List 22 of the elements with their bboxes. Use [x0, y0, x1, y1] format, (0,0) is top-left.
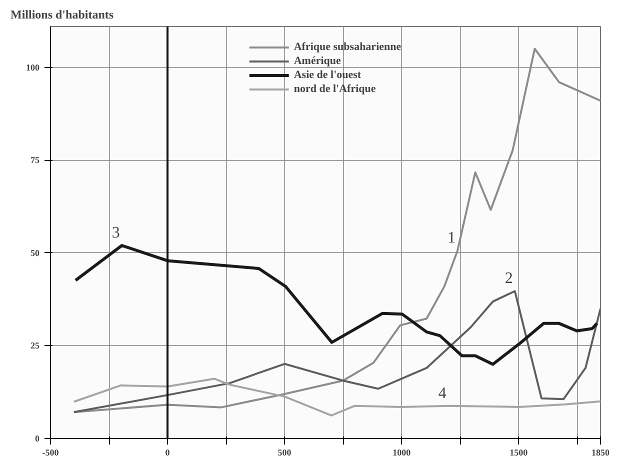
y-tick-label: 25	[30, 340, 40, 351]
x-tick-label: 1000	[392, 448, 412, 458]
line-series	[72, 378, 600, 416]
x-tick-label: 1850	[592, 448, 610, 458]
legend-label: Asie de l'ouest	[294, 68, 362, 82]
y-tick-label: 100	[26, 62, 40, 72]
y-tick-label: 50	[30, 248, 40, 258]
x-tick-label: 500	[278, 448, 292, 458]
y-axis-title: Millions d'habitants	[10, 8, 114, 22]
annotation: 4	[438, 384, 446, 402]
annotation: 1	[448, 230, 456, 247]
legend-label: nord de l'Afrique	[294, 82, 376, 96]
y-tick-label: 0	[35, 434, 40, 444]
annotation: 2	[504, 270, 513, 288]
x-tick-label: 0	[165, 448, 170, 458]
legend-label: Afrique subsaharienne	[294, 40, 402, 54]
y-tick-label: 75	[30, 155, 40, 166]
legend-label: Amérique	[294, 54, 341, 68]
annotation: 3	[112, 224, 120, 242]
x-tick-label: -500	[42, 448, 60, 458]
line-series	[72, 290, 600, 414]
x-tick-label: 1500	[510, 448, 528, 458]
